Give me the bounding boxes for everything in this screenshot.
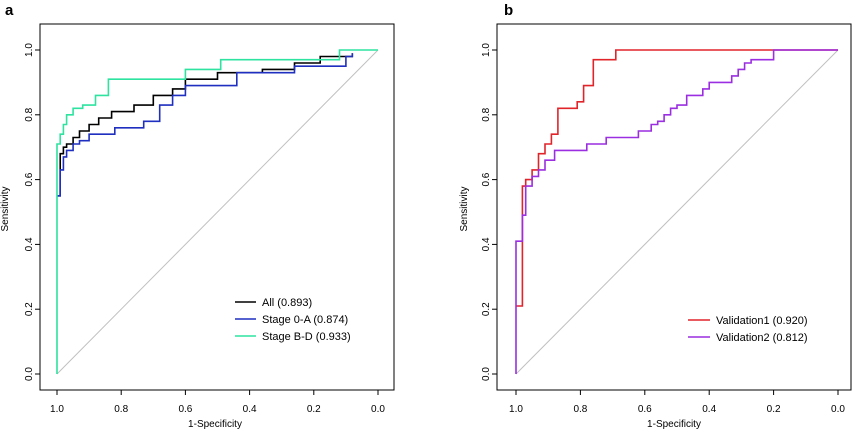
panel-b-y-tick-label: 0.2 xyxy=(481,302,492,316)
panel-b-x-axis-label: 1-Specificity xyxy=(647,419,701,430)
legend-label-validation1: Validation1 (0.920) xyxy=(716,315,808,327)
panel-b-x-tick-label: 0.6 xyxy=(638,404,652,415)
panel-b-y-tick-label: 0.4 xyxy=(481,237,492,251)
legend-label-all: All (0.893) xyxy=(262,297,312,309)
panel-b-roc-curve-2 xyxy=(515,49,838,374)
panel-a-x-axis-label: 1-Specificity xyxy=(188,419,242,430)
panel-a-x-tick-label: 0.8 xyxy=(114,404,128,415)
panel-a-roc-curve-3 xyxy=(56,49,378,374)
panel-a-x-tick-label: 0.2 xyxy=(307,404,321,415)
panel-b-y-tick-label: 0.0 xyxy=(481,367,492,381)
panel-b-y-tick-label: 0.8 xyxy=(481,107,492,121)
legend-label-stage-0-a: Stage 0-A (0.874) xyxy=(262,314,348,326)
panel-a-y-tick-label: 1.0 xyxy=(24,43,35,57)
panel-a-roc-chart: a 1.0 0.8 0.6 0.4 0.2 0.0 0.00.20.40.60.81.0 … xyxy=(0,2,395,430)
panel-b-x-tick-label: 0.8 xyxy=(573,404,587,415)
panel-a-roc-curve-1 xyxy=(57,53,354,197)
panel-a-x-tick-label: 0.0 xyxy=(371,404,385,415)
panel-a-chance-diagonal xyxy=(56,49,379,375)
panel-a-legend: All (0.893) Stage 0-A (0.874) Stage B-D … xyxy=(232,294,360,348)
panel-b-chance-diagonal xyxy=(515,49,839,375)
panel-b-label: b xyxy=(504,2,513,19)
panel-a-y-tick-label: 0.2 xyxy=(24,302,35,316)
panel-a-x-tick-label: 0.6 xyxy=(178,404,192,415)
panel-a-y-tick-label: 0.8 xyxy=(24,107,35,121)
legend-label-stage-b-d: Stage B-D (0.933) xyxy=(262,331,351,343)
panel-b-x-tick-label: 0.4 xyxy=(702,404,716,415)
panel-b-x-tick-label: 0.0 xyxy=(831,404,845,415)
panel-b-x-tick-label: 1.0 xyxy=(509,404,523,415)
panel-a-y-tick-label: 0.4 xyxy=(24,237,35,251)
panel-a-plot-frame xyxy=(39,23,395,391)
panel-a-x-tick-label: 1.0 xyxy=(50,404,64,415)
panel-a-y-axis-label: Sensitivity xyxy=(0,186,11,231)
panel-b-y-axis-label: Sensitivity xyxy=(459,186,470,231)
panel-b-roc-curve-1 xyxy=(516,49,838,307)
panel-a-y-tick-label: 0.6 xyxy=(24,172,35,186)
panel-a-x-tick-label: 0.4 xyxy=(243,404,257,415)
panel-a-roc-curve-2 xyxy=(57,53,354,197)
panel-b-y-tick-label: 0.6 xyxy=(481,172,492,186)
panel-b-roc-chart: b 1.0 0.8 0.6 0.4 0.2 0.0 0.00.20.40.60.81.0 … xyxy=(459,2,852,430)
panel-a-y-tick-label: 0.0 xyxy=(24,367,35,381)
legend-label-validation2: Validation2 (0.812) xyxy=(716,332,808,344)
panel-b-plot-frame xyxy=(496,23,852,391)
panel-b-y-tick-label: 1.0 xyxy=(481,43,492,57)
panel-a-label: a xyxy=(5,2,14,19)
panel-b-x-tick-label: 0.2 xyxy=(767,404,781,415)
panel-b-legend: Validation1 (0.920) Validation2 (0.812) xyxy=(684,310,824,348)
